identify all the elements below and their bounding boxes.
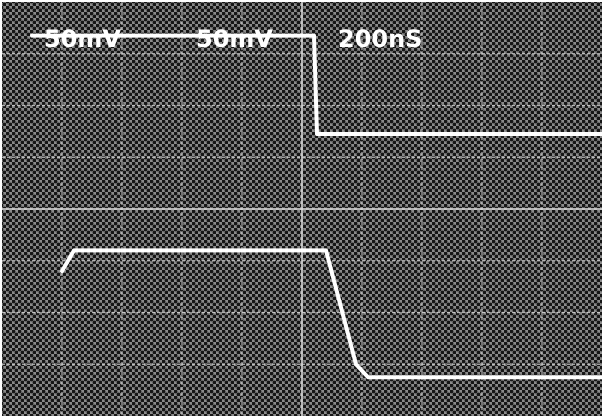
channel-2-scale-label: 50mV: [196, 25, 273, 53]
timebase-label: 200nS: [338, 25, 422, 53]
trace-1: [30, 33, 604, 136]
trace-2: [60, 248, 604, 380]
trace-group: [30, 33, 604, 380]
channel-1-scale-label: 50mV: [44, 25, 121, 53]
label-group: 50mV 50mV 200nS: [44, 25, 422, 53]
